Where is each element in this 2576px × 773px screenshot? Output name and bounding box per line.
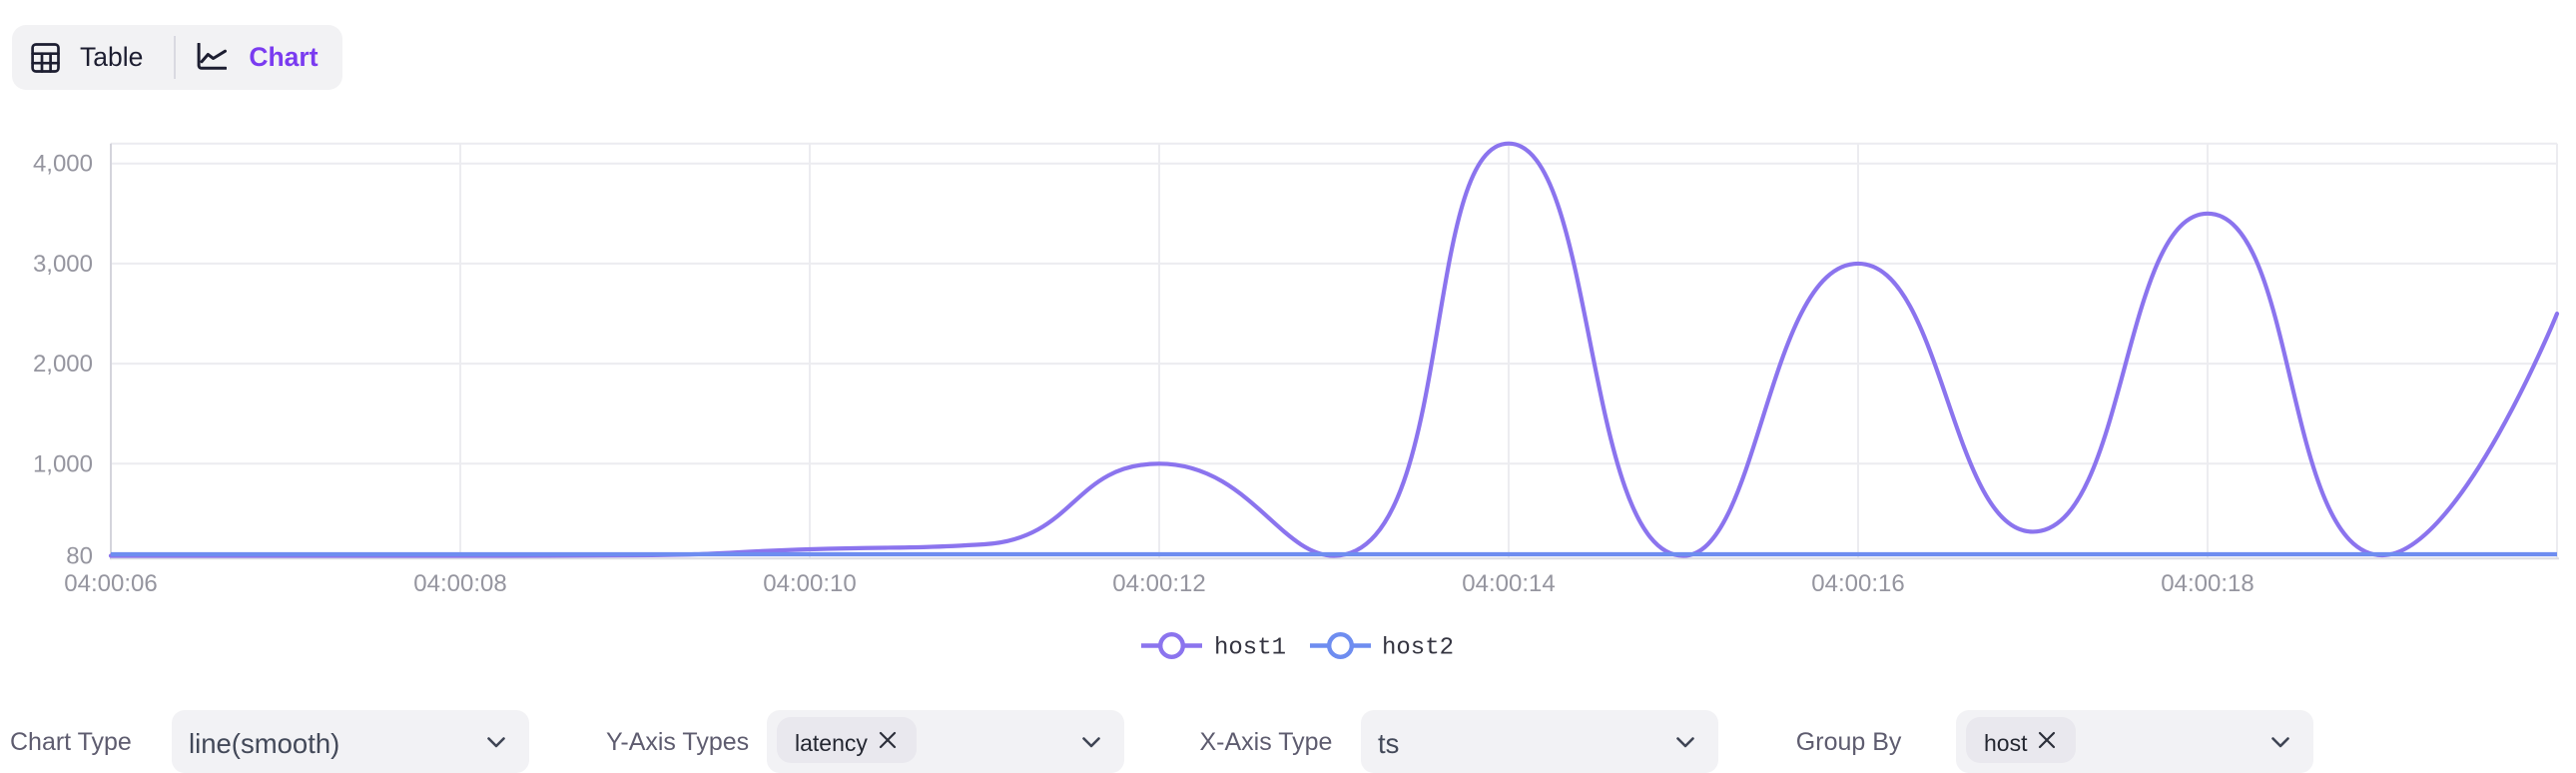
svg-text:04:00:16: 04:00:16 — [1811, 570, 1904, 597]
svg-text:1,000: 1,000 — [33, 450, 93, 477]
svg-text:3,000: 3,000 — [33, 251, 93, 278]
svg-text:04:00:10: 04:00:10 — [763, 570, 856, 597]
svg-text:2,000: 2,000 — [33, 351, 93, 378]
svg-text:04:00:18: 04:00:18 — [2161, 570, 2254, 597]
svg-text:04:00:14: 04:00:14 — [1462, 570, 1555, 597]
svg-text:04:00:12: 04:00:12 — [1112, 570, 1205, 597]
svg-text:4,000: 4,000 — [33, 151, 93, 178]
svg-text:04:00:06: 04:00:06 — [64, 570, 157, 597]
svg-text:04:00:08: 04:00:08 — [413, 570, 506, 597]
svg-text:80: 80 — [66, 543, 93, 570]
svg-text:host1: host1 — [1214, 635, 1286, 662]
svg-text:host2: host2 — [1382, 635, 1454, 662]
